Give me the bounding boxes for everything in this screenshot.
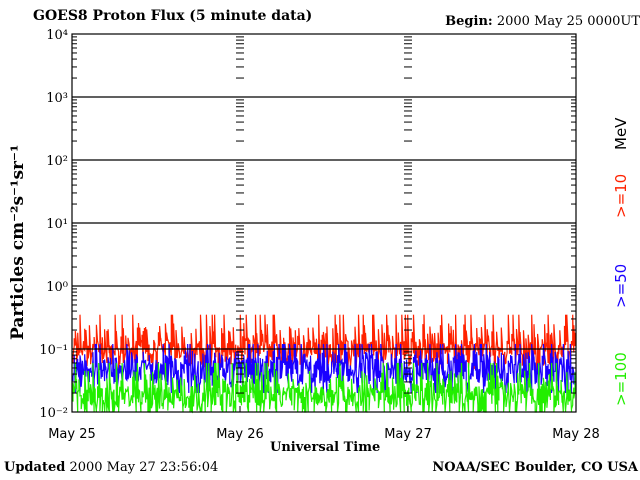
series-line-3 [72,362,576,414]
y-tick-label-1: 10⁻¹ [39,343,68,358]
x-tick-label-1: May 26 [216,427,264,442]
x-tick-label-2: May 27 [384,427,432,442]
begin-label: Begin: [445,14,493,29]
y-tick-label-4: 10² [46,154,68,169]
y-tick-label-6: 10⁴ [46,28,68,43]
y-tick-label-0: 10⁻² [39,406,68,421]
updated-label: Updated [4,460,66,475]
begin-time: Begin: 2000 May 25 0000UT [445,14,640,29]
y-tick-label-2: 10⁰ [46,280,68,295]
x-axis-label: Universal Time [270,440,381,455]
legend-series-50mev: >=50 [612,263,630,308]
legend-series-10mev: >=10 [612,173,630,218]
y-tick-label-3: 10¹ [46,217,68,232]
y-tick-label-5: 10³ [46,91,68,106]
updated-value: 2000 May 27 23:56:04 [69,460,219,475]
credit: NOAA/SEC Boulder, CO USA [432,460,638,475]
chart-title: GOES8 Proton Flux (5 minute data) [33,8,313,24]
x-tick-label-0: May 25 [48,427,96,442]
updated-time: Updated 2000 May 27 23:56:04 [4,460,218,475]
legend-unit: MeV [612,117,630,150]
legend-series-100mev: >=100 [612,352,630,406]
plot-frame [71,33,577,413]
y-axis-label: Particles cm⁻²s⁻¹sr⁻¹ [8,144,28,340]
begin-value: 2000 May 25 0000UT [496,14,640,29]
x-tick-label-3: May 28 [552,427,600,442]
